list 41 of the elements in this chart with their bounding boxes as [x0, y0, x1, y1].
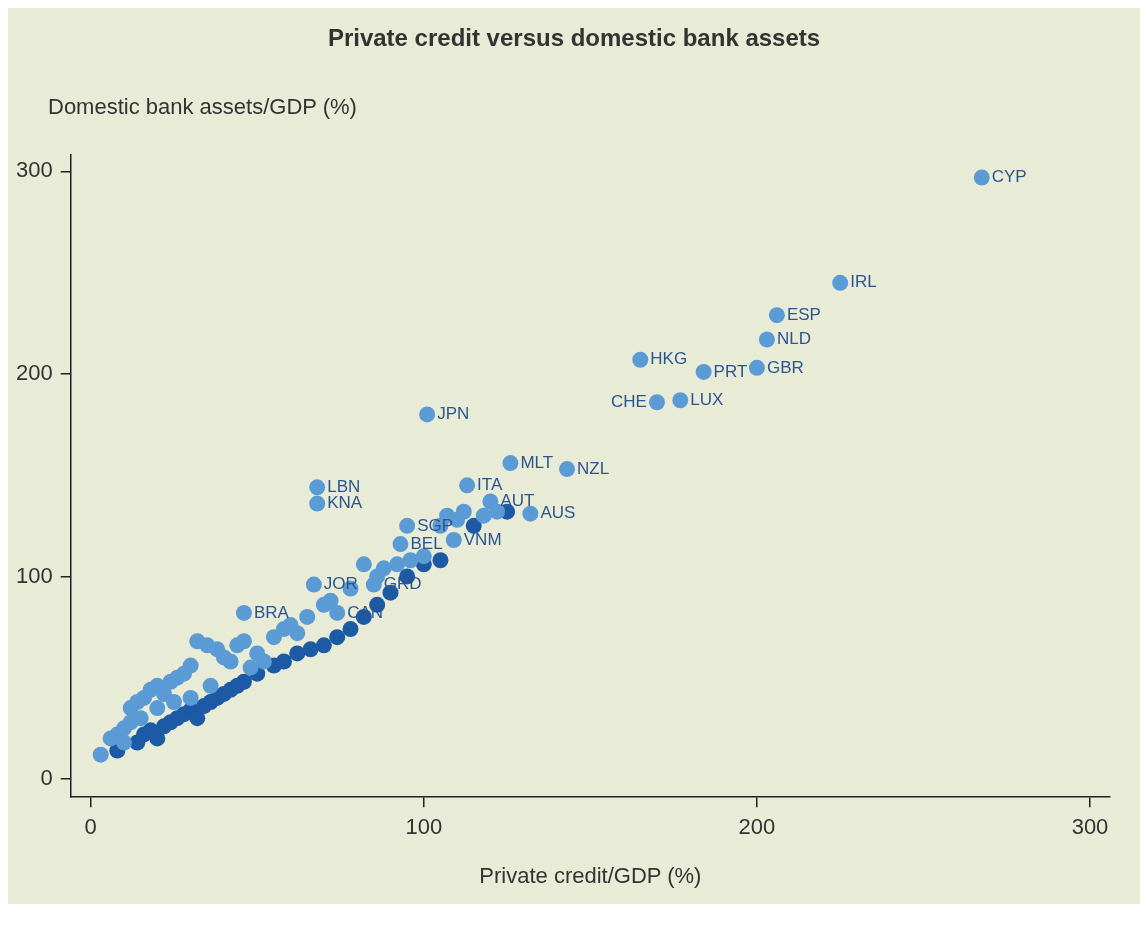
annotation: NZL — [577, 458, 610, 478]
y-tick-label: 100 — [15, 562, 53, 588]
annotation: ITA — [477, 475, 503, 494]
annotation: IRL — [850, 272, 877, 292]
point — [149, 730, 166, 747]
annotation: LUX — [690, 389, 724, 409]
annotation: BRA — [253, 602, 290, 622]
x-tick-label: 200 — [738, 814, 776, 840]
point — [275, 653, 292, 670]
point — [189, 710, 206, 727]
point — [235, 673, 252, 690]
y-axis-title: Domestic bank assets/GDP (%) — [47, 93, 358, 121]
point — [289, 645, 306, 662]
point — [432, 552, 449, 569]
y-tick-label: 0 — [40, 765, 53, 791]
point — [302, 641, 319, 658]
point — [465, 517, 482, 534]
annotation: HKG — [650, 349, 688, 369]
annotation: ESP — [786, 304, 821, 324]
annotation: GBR — [766, 357, 804, 377]
annotation: JPN — [437, 404, 470, 424]
annotation: VNM — [463, 529, 502, 549]
annotation: AUT — [500, 491, 535, 511]
annotation: JOR — [323, 574, 358, 594]
point — [315, 637, 332, 654]
y-tick-label: 200 — [15, 359, 53, 385]
annotation: MLT — [520, 452, 554, 472]
annotation: AUS — [540, 503, 576, 523]
x-axis-title: Private credit/GDP (%) — [479, 862, 702, 888]
x-tick-label: 100 — [405, 814, 443, 840]
point — [342, 621, 359, 638]
annotation: BEL — [410, 533, 443, 553]
x-tick-label: 0 — [84, 814, 97, 840]
x-tick-label: 300 — [1071, 814, 1109, 840]
annotation: NLD — [776, 329, 811, 349]
annotation: CYP — [991, 167, 1027, 187]
annotation: PRT — [713, 361, 748, 381]
annotation: CHE — [611, 391, 647, 411]
y-tick-label: 300 — [15, 157, 53, 183]
point — [329, 629, 346, 646]
chart-title: Private credit versus domestic bank assets — [326, 23, 822, 53]
